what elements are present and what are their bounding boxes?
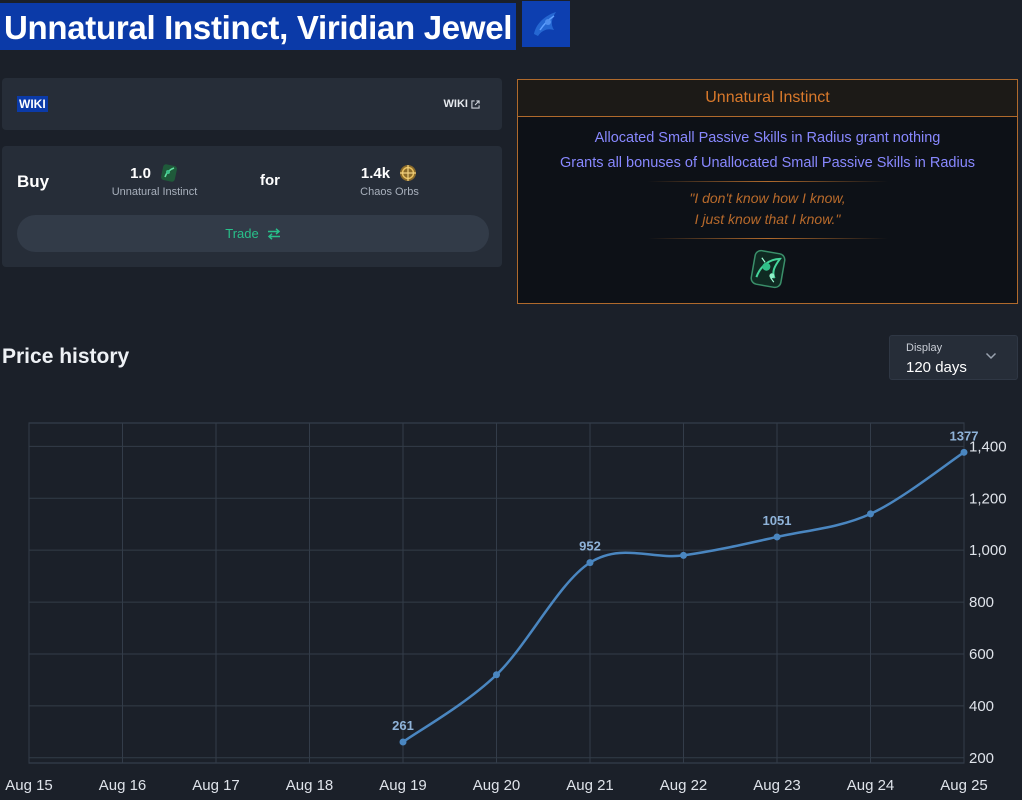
data-point bbox=[867, 510, 874, 518]
x-tick-label: Aug 18 bbox=[286, 777, 334, 794]
x-tick-label: Aug 24 bbox=[847, 777, 895, 794]
display-range-value: 120 days bbox=[906, 359, 967, 376]
data-point bbox=[773, 533, 781, 541]
item-separator bbox=[647, 181, 888, 182]
title-row: Unnatural Instinct, Viridian Jewel bbox=[0, 0, 571, 50]
give-item-name: Unnatural Instinct bbox=[111, 186, 198, 198]
buy-label: Buy bbox=[17, 172, 50, 191]
x-tick-label: Aug 17 bbox=[192, 777, 240, 794]
chaos-orb-icon bbox=[400, 165, 417, 181]
data-label: 1051 bbox=[763, 513, 792, 528]
price-history-chart: Aug 15 Aug 16 Aug 17 Aug 18 Aug 19 Aug 20 Aug … bbox=[5, 422, 1007, 794]
item-tooltip: Unnatural Instinct Allocated Small Passi… bbox=[517, 79, 1018, 304]
data-label: 952 bbox=[579, 539, 601, 554]
for-label: for bbox=[260, 172, 280, 189]
y-tick-label: 400 bbox=[969, 698, 994, 715]
data-point bbox=[586, 559, 594, 567]
price-history-title: Price history bbox=[2, 345, 130, 368]
y-tick-label: 1,000 bbox=[969, 542, 1007, 559]
data-point bbox=[493, 671, 500, 679]
chevron-down-icon bbox=[985, 352, 997, 360]
buy-card: Buy 1.0 Unnatural Instinct for 1.4k Chao… bbox=[2, 146, 502, 267]
x-tick-label: Aug 20 bbox=[473, 777, 521, 794]
get-block: 1.4k Chaos Orbs bbox=[342, 162, 437, 199]
get-quantity: 1.4k bbox=[360, 164, 391, 182]
flavour-line: I just know that I know." bbox=[694, 211, 841, 227]
data-point bbox=[680, 551, 687, 559]
item-name: Unnatural Instinct bbox=[518, 80, 1017, 117]
unnatural-instinct-art-icon bbox=[746, 247, 790, 291]
page-title: Unnatural Instinct, Viridian Jewel bbox=[0, 3, 517, 50]
y-tick-label: 200 bbox=[969, 750, 994, 767]
item-mod: Grants all bonuses of Unallocated Small … bbox=[559, 155, 976, 171]
x-tick-label: Aug 23 bbox=[753, 777, 801, 794]
item-separator bbox=[647, 238, 888, 239]
external-link-icon bbox=[471, 99, 480, 109]
item-flavour-text: "I don't know how I know, I just know th… bbox=[518, 188, 1017, 230]
y-tick-label: 1,200 bbox=[969, 490, 1007, 507]
data-point bbox=[399, 738, 407, 746]
trade-button-label: Trade bbox=[225, 226, 259, 241]
data-label: 1377 bbox=[950, 428, 979, 443]
data-label: 261 bbox=[392, 718, 414, 733]
y-tick-label: 600 bbox=[969, 646, 994, 663]
data-point bbox=[960, 448, 968, 456]
x-tick-label: Aug 19 bbox=[379, 777, 427, 794]
item-mod: Allocated Small Passive Skills in Radius… bbox=[594, 130, 941, 146]
display-range-label: Display bbox=[906, 342, 943, 354]
x-tick-label: Aug 16 bbox=[99, 777, 147, 794]
y-tick-label: 800 bbox=[969, 594, 994, 611]
give-block: 1.0 Unnatural Instinct bbox=[102, 162, 207, 198]
x-tick-label: Aug 21 bbox=[566, 777, 614, 794]
y-tick-label: 1,400 bbox=[969, 438, 1007, 455]
trade-button[interactable]: Trade bbox=[17, 215, 489, 252]
wiki-card: WIKI WIKI bbox=[2, 78, 502, 130]
wiki-link-label: WIKI bbox=[443, 98, 468, 110]
unnatural-instinct-icon bbox=[160, 164, 177, 182]
give-quantity: 1.0 bbox=[130, 164, 151, 182]
swap-arrows-icon bbox=[267, 227, 280, 240]
wiki-badge: WIKI bbox=[17, 96, 48, 112]
display-range-select[interactable]: Display 120 days bbox=[889, 335, 1018, 380]
get-item-name: Chaos Orbs bbox=[360, 186, 419, 198]
x-tick-label: Aug 22 bbox=[660, 777, 708, 794]
x-tick-label: Aug 15 bbox=[5, 777, 53, 794]
x-tick-label: Aug 25 bbox=[940, 777, 988, 794]
wiki-link[interactable]: WIKI bbox=[444, 98, 480, 110]
viridian-jewel-icon bbox=[522, 1, 571, 47]
flavour-line: "I don't know how I know, bbox=[689, 190, 846, 206]
